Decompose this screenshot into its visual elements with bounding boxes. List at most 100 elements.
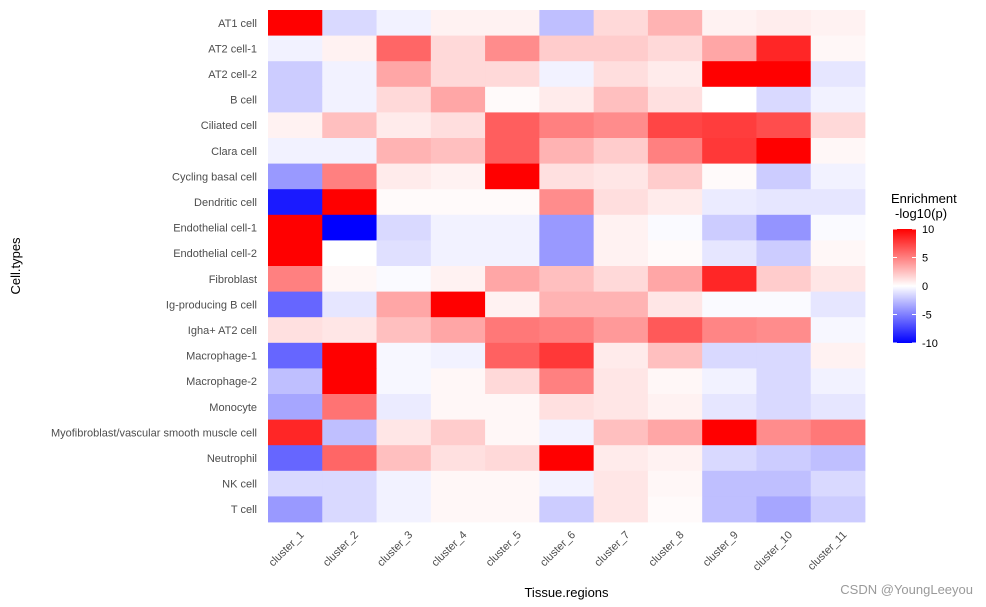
heatmap-cell — [647, 317, 703, 344]
heatmap-cell — [593, 189, 649, 216]
heatmap-cell — [702, 112, 757, 139]
heatmap-cell — [376, 394, 432, 420]
heatmap-cell — [376, 214, 432, 241]
heatmap-cell — [268, 35, 323, 62]
heatmap-cell — [810, 189, 866, 216]
heatmap-cell — [810, 394, 866, 420]
heatmap-cell — [376, 163, 432, 190]
heatmap-cell — [810, 86, 866, 113]
heatmap-cell — [810, 342, 866, 369]
y-tick-label: Neutrophil — [207, 453, 257, 465]
y-tick-labels: AT1 cell AT2 cell-1 AT2 cell-2 B cell Ciliat… — [51, 18, 257, 516]
heatmap-cell — [268, 138, 323, 164]
heatmap-cell — [322, 138, 377, 164]
y-tick-label: Myofibroblast/vascular smooth muscle cel… — [51, 427, 257, 439]
heatmap-cell — [702, 240, 757, 267]
heatmap-cell — [268, 419, 323, 446]
heatmap-cell — [539, 266, 595, 292]
x-tick-label: cluster_3 — [375, 529, 415, 569]
y-tick-label: Fibroblast — [209, 274, 257, 286]
heatmap-cell — [539, 112, 595, 139]
heatmap-cell — [539, 61, 595, 88]
heatmap-cell — [430, 317, 486, 344]
legend-colorbar — [893, 229, 916, 343]
heatmap-cell — [593, 86, 649, 113]
heatmap-cell — [756, 419, 812, 446]
heatmap-cell — [810, 266, 866, 292]
heatmap-cell — [430, 10, 486, 36]
heatmap-cell — [268, 496, 323, 523]
x-tick-labels: cluster_1 cluster_2 cluster_3 cluster_4 clus… — [267, 529, 850, 573]
y-tick-label: Ciliated cell — [201, 120, 257, 132]
heatmap-cell — [702, 368, 757, 395]
heatmap-cell — [430, 214, 486, 241]
heatmap-cell — [485, 266, 540, 292]
heatmap-cell — [485, 163, 540, 190]
heatmap-cell — [376, 240, 432, 267]
heatmap-cell — [539, 496, 595, 523]
heatmap-cell — [647, 240, 703, 267]
y-tick-label: T cell — [231, 504, 257, 516]
heatmap-cell — [593, 342, 649, 369]
x-tick-label: cluster_2 — [321, 529, 361, 569]
heatmap-cell — [430, 138, 486, 164]
heatmap-cell — [485, 445, 540, 472]
heatmap-cell — [647, 189, 703, 216]
heatmap-cell — [539, 291, 595, 318]
heatmap-cell — [756, 342, 812, 369]
heatmap-cell — [756, 86, 812, 113]
heatmap-cell — [485, 35, 540, 62]
heatmap-cell — [430, 291, 486, 318]
heatmap-cell — [593, 419, 649, 446]
heatmap-cell — [539, 214, 595, 241]
heatmap-cell — [322, 445, 377, 472]
y-tick-label: Monocyte — [209, 402, 257, 414]
heatmap-cell — [268, 368, 323, 395]
heatmap-cell — [810, 470, 866, 497]
heatmap-cell — [756, 10, 812, 36]
y-tick-label: Endothelial cell-1 — [173, 223, 257, 235]
heatmap-cell — [756, 394, 812, 420]
heatmap-cell — [647, 10, 703, 36]
x-tick-label: cluster_9 — [701, 529, 741, 569]
heatmap-cell — [702, 189, 757, 216]
heatmap-cell — [647, 214, 703, 241]
heatmap-cell — [485, 86, 540, 113]
heatmap-cell — [756, 317, 812, 344]
heatmap-cell — [485, 496, 540, 523]
heatmap-cell — [485, 470, 540, 497]
y-tick-label: Igha+ AT2 cell — [188, 325, 257, 337]
heatmap-cell — [322, 61, 377, 88]
heatmap-cell — [322, 35, 377, 62]
heatmap-cell — [647, 138, 703, 164]
heatmap-cell — [322, 419, 377, 446]
heatmap-cell — [593, 35, 649, 62]
heatmap-cell — [322, 496, 377, 523]
y-tick-label: AT2 cell-1 — [208, 43, 257, 55]
heatmap-cell — [756, 214, 812, 241]
heatmap-cell — [322, 470, 377, 497]
heatmap-cell — [430, 163, 486, 190]
heatmap-cell — [647, 368, 703, 395]
heatmap-cell — [539, 189, 595, 216]
heatmap-cell — [376, 10, 432, 36]
heatmap-cell — [322, 163, 377, 190]
legend-tick-label: -5 — [922, 310, 932, 322]
heatmap-cell — [430, 419, 486, 446]
heatmap-cell — [539, 163, 595, 190]
heatmap-cell — [268, 240, 323, 267]
heatmap-cell — [268, 10, 323, 36]
heatmap-cell — [430, 266, 486, 292]
y-tick-label: AT2 cell-2 — [208, 69, 257, 81]
heatmap-cell — [322, 317, 377, 344]
heatmap-cell — [322, 394, 377, 420]
heatmap-cell — [376, 138, 432, 164]
heatmap-cell — [810, 138, 866, 164]
heatmap-cell — [268, 291, 323, 318]
x-tick-label: cluster_6 — [538, 529, 578, 569]
heatmap-cell — [593, 112, 649, 139]
heatmap-cell — [810, 291, 866, 318]
heatmap-cell — [485, 189, 540, 216]
heatmap-cell — [322, 291, 377, 318]
